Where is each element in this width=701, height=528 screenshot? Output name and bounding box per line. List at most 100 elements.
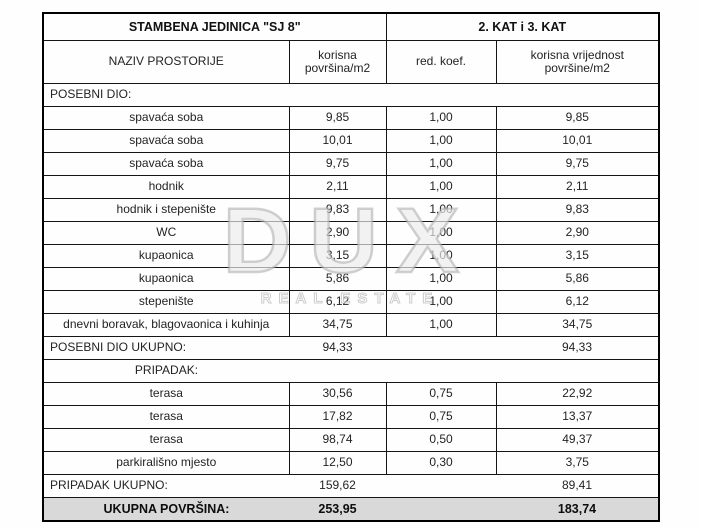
- coef-cell: 1,00: [385, 198, 497, 222]
- section-label: POSEBNI DIO:: [43, 83, 659, 107]
- area-cell: 10,01: [288, 129, 387, 153]
- section-header-row: POSEBNI DIO:: [43, 83, 659, 107]
- value-cell: 5,86: [495, 267, 660, 291]
- empty-cell: [496, 359, 659, 383]
- room-name-cell: WC: [42, 221, 290, 245]
- table-row: spavaća soba 9,75 1,00 9,75: [42, 152, 660, 176]
- coef-cell: 1,00: [385, 290, 497, 314]
- subtotal-value: 94,33: [496, 336, 659, 360]
- value-cell: 2,90: [495, 221, 660, 245]
- area-cell: 3,15: [288, 244, 387, 268]
- area-cell: 98,74: [288, 428, 387, 452]
- room-name-cell: hodnik i stepenište: [42, 198, 290, 222]
- table-row: kupaonica 3,15 1,00 3,15: [42, 244, 660, 268]
- coef-cell: 0,30: [385, 451, 497, 475]
- table-title-row: STAMBENA JEDINICA "SJ 8" 2. KAT i 3. KAT: [42, 12, 660, 41]
- room-name-cell: parkirališno mjesto: [42, 451, 290, 475]
- coef-cell: 1,00: [385, 267, 497, 291]
- total-area: 253,95: [289, 497, 386, 522]
- area-cell: 2,11: [288, 175, 387, 199]
- area-cell: 34,75: [288, 313, 387, 337]
- coef-cell: 1,00: [385, 244, 497, 268]
- section-label: PRIPADAK:: [43, 359, 289, 383]
- value-cell: 34,75: [495, 313, 660, 337]
- table-row: dnevni boravak, blagovaonica i kuhinja 3…: [42, 313, 660, 337]
- subtotal-label: POSEBNI DIO UKUPNO:: [43, 336, 289, 360]
- empty-cell: [386, 474, 496, 498]
- room-name-cell: terasa: [42, 405, 290, 429]
- area-cell: 6,12: [288, 290, 387, 314]
- area-cell: 12,50: [288, 451, 387, 475]
- value-cell: 9,83: [495, 198, 660, 222]
- value-cell: 22,92: [495, 382, 660, 406]
- area-cell: 9,75: [288, 152, 387, 176]
- area-cell: 5,86: [288, 267, 387, 291]
- area-cell: 9,83: [288, 198, 387, 222]
- room-name-cell: spavaća soba: [42, 152, 290, 176]
- floor-title-cell: 2. KAT i 3. KAT: [385, 12, 660, 41]
- room-name-cell: hodnik: [42, 175, 290, 199]
- room-name-cell: kupaonica: [42, 267, 290, 291]
- value-cell: 6,12: [495, 290, 660, 314]
- area-calculation-table: STAMBENA JEDINICA "SJ 8" 2. KAT i 3. KAT…: [42, 12, 660, 522]
- value-cell: 3,75: [495, 451, 660, 475]
- total-label: UKUPNA POVRŠINA:: [43, 497, 289, 522]
- col-header-room-name: NAZIV PROSTORIJE: [42, 40, 290, 84]
- area-cell: 17,82: [288, 405, 387, 429]
- value-cell: 13,37: [495, 405, 660, 429]
- empty-cell: [386, 359, 496, 383]
- subtotal-row: POSEBNI DIO UKUPNO: 94,33 94,33: [43, 336, 659, 360]
- coef-cell: 0,50: [385, 428, 497, 452]
- coef-cell: 1,00: [385, 175, 497, 199]
- value-cell: 9,75: [495, 152, 660, 176]
- subtotal-area: 94,33: [289, 336, 386, 360]
- table-row: hodnik i stepenište 9,83 1,00 9,83: [42, 198, 660, 222]
- coef-cell: 1,00: [385, 129, 497, 153]
- col-header-usable-area: korisna površina/m2: [288, 40, 387, 84]
- subtotal-label: PRIPADAK UKUPNO:: [43, 474, 289, 498]
- table-row: WC 2,90 1,00 2,90: [42, 221, 660, 245]
- room-name-cell: terasa: [42, 428, 290, 452]
- empty-cell: [386, 336, 496, 360]
- room-name-cell: spavaća soba: [42, 106, 290, 130]
- subtotal-value: 89,41: [496, 474, 659, 498]
- value-cell: 2,11: [495, 175, 660, 199]
- section-header-row: PRIPADAK:: [43, 359, 659, 383]
- table-row: spavaća soba 9,85 1,00 9,85: [42, 106, 660, 130]
- table-row: terasa 98,74 0,50 49,37: [42, 428, 660, 452]
- coef-cell: 0,75: [385, 382, 497, 406]
- table-row: terasa 17,82 0,75 13,37: [42, 405, 660, 429]
- table-row: hodnik 2,11 1,00 2,11: [42, 175, 660, 199]
- subtotal-row: PRIPADAK UKUPNO: 159,62 89,41: [43, 474, 659, 498]
- col-header-reduction-coef: red. koef.: [385, 40, 497, 84]
- coef-cell: 1,00: [385, 152, 497, 176]
- table-row: terasa 30,56 0,75 22,92: [42, 382, 660, 406]
- unit-title-cell: STAMBENA JEDINICA "SJ 8": [42, 12, 387, 41]
- table-row: spavaća soba 10,01 1,00 10,01: [42, 129, 660, 153]
- table-row: stepenište 6,12 1,00 6,12: [42, 290, 660, 314]
- total-value: 183,74: [496, 497, 659, 522]
- table-row: parkirališno mjesto 12,50 0,30 3,75: [42, 451, 660, 475]
- area-cell: 9,85: [288, 106, 387, 130]
- room-name-cell: terasa: [42, 382, 290, 406]
- room-name-cell: spavaća soba: [42, 129, 290, 153]
- empty-cell: [386, 497, 496, 522]
- subtotal-area: 159,62: [289, 474, 386, 498]
- table-row: kupaonica 5,86 1,00 5,86: [42, 267, 660, 291]
- coef-cell: 0,75: [385, 405, 497, 429]
- col-header-usable-value: korisna vrijednost površine/m2: [495, 40, 660, 84]
- room-name-cell: stepenište: [42, 290, 290, 314]
- coef-cell: 1,00: [385, 106, 497, 130]
- value-cell: 9,85: [495, 106, 660, 130]
- coef-cell: 1,00: [385, 221, 497, 245]
- area-cell: 2,90: [288, 221, 387, 245]
- value-cell: 3,15: [495, 244, 660, 268]
- room-name-cell: kupaonica: [42, 244, 290, 268]
- value-cell: 10,01: [495, 129, 660, 153]
- column-header-row: NAZIV PROSTORIJE korisna površina/m2 red…: [42, 40, 660, 84]
- total-row: UKUPNA POVRŠINA: 253,95 183,74: [43, 497, 659, 522]
- area-cell: 30,56: [288, 382, 387, 406]
- value-cell: 49,37: [495, 428, 660, 452]
- coef-cell: 1,00: [385, 313, 497, 337]
